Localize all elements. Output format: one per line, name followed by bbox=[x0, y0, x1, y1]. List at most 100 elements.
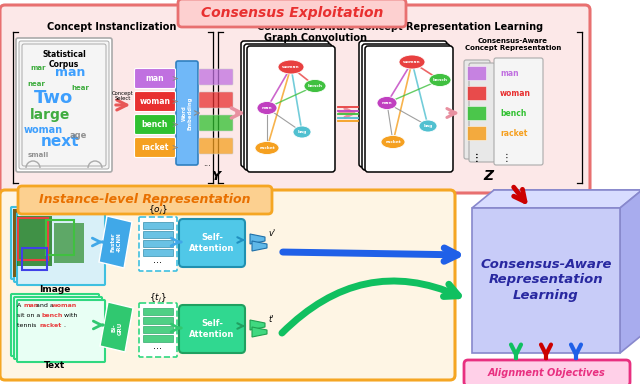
Text: t': t' bbox=[268, 314, 273, 323]
Ellipse shape bbox=[304, 79, 326, 93]
Text: bag: bag bbox=[298, 130, 307, 134]
Bar bbox=[143, 335, 173, 342]
FancyBboxPatch shape bbox=[22, 44, 106, 166]
FancyBboxPatch shape bbox=[467, 106, 486, 121]
FancyBboxPatch shape bbox=[139, 217, 177, 271]
Text: man: man bbox=[146, 74, 164, 83]
FancyBboxPatch shape bbox=[467, 86, 486, 101]
Text: ...: ... bbox=[203, 159, 211, 167]
Text: Concept Instanclization: Concept Instanclization bbox=[47, 22, 177, 32]
Text: racket: racket bbox=[385, 140, 401, 144]
Text: bench: bench bbox=[142, 120, 168, 129]
FancyBboxPatch shape bbox=[467, 126, 486, 141]
Text: small: small bbox=[28, 152, 49, 158]
Text: Consensus-Aware Concept Representation Learning: Consensus-Aware Concept Representation L… bbox=[257, 22, 543, 32]
Text: woman: woman bbox=[140, 97, 170, 106]
FancyBboxPatch shape bbox=[467, 66, 486, 81]
Ellipse shape bbox=[381, 136, 405, 149]
Bar bbox=[13, 209, 97, 277]
Text: Word
Embedding: Word Embedding bbox=[182, 96, 193, 130]
Ellipse shape bbox=[399, 55, 425, 69]
Text: ...: ... bbox=[154, 341, 163, 351]
Bar bbox=[46, 220, 74, 255]
Text: Two: Two bbox=[33, 89, 72, 107]
FancyBboxPatch shape bbox=[139, 303, 177, 357]
Text: Consensus Exploitation: Consensus Exploitation bbox=[201, 6, 383, 20]
FancyBboxPatch shape bbox=[17, 213, 105, 285]
Ellipse shape bbox=[278, 60, 304, 74]
Text: racket: racket bbox=[259, 146, 275, 150]
Ellipse shape bbox=[429, 73, 451, 86]
FancyBboxPatch shape bbox=[241, 41, 329, 167]
Bar bbox=[17, 216, 52, 266]
FancyBboxPatch shape bbox=[16, 38, 112, 172]
FancyBboxPatch shape bbox=[17, 300, 105, 362]
Ellipse shape bbox=[255, 141, 279, 154]
Text: age: age bbox=[69, 131, 86, 139]
Text: Y: Y bbox=[211, 169, 221, 182]
Text: Self-
Attention: Self- Attention bbox=[189, 233, 235, 253]
FancyBboxPatch shape bbox=[365, 46, 453, 172]
FancyBboxPatch shape bbox=[0, 5, 590, 193]
Polygon shape bbox=[99, 216, 132, 268]
Text: Bi-
GRU: Bi- GRU bbox=[111, 321, 122, 334]
Polygon shape bbox=[252, 241, 267, 251]
Text: $\{t_j\}$: $\{t_j\}$ bbox=[149, 291, 167, 305]
FancyBboxPatch shape bbox=[494, 58, 543, 165]
Text: v': v' bbox=[268, 228, 275, 237]
Text: ⋮: ⋮ bbox=[472, 153, 482, 163]
Text: Z: Z bbox=[483, 169, 493, 183]
FancyBboxPatch shape bbox=[134, 114, 175, 134]
Text: mar: mar bbox=[30, 65, 45, 71]
Text: ⋮: ⋮ bbox=[501, 153, 511, 163]
Text: man: man bbox=[262, 106, 272, 110]
Polygon shape bbox=[494, 190, 640, 335]
Bar bbox=[143, 326, 173, 333]
FancyBboxPatch shape bbox=[14, 297, 102, 359]
FancyBboxPatch shape bbox=[176, 61, 198, 165]
FancyBboxPatch shape bbox=[179, 219, 245, 267]
Text: man: man bbox=[55, 66, 85, 78]
Text: ...: ... bbox=[154, 255, 163, 265]
Text: Concept
Select: Concept Select bbox=[112, 91, 134, 101]
Text: Statistical
Corpus: Statistical Corpus bbox=[42, 50, 86, 70]
FancyBboxPatch shape bbox=[244, 44, 332, 170]
FancyBboxPatch shape bbox=[247, 46, 335, 172]
Bar bbox=[54, 223, 84, 263]
FancyBboxPatch shape bbox=[134, 91, 175, 111]
Text: with: with bbox=[62, 313, 77, 318]
Text: Graph Convolution: Graph Convolution bbox=[264, 33, 367, 43]
Polygon shape bbox=[250, 320, 265, 330]
Text: racket: racket bbox=[141, 143, 169, 152]
Ellipse shape bbox=[419, 120, 437, 132]
Text: Alignment Objectives: Alignment Objectives bbox=[488, 368, 606, 378]
FancyBboxPatch shape bbox=[464, 360, 630, 384]
Text: woman: woman bbox=[403, 60, 421, 64]
Text: Self-
Attention: Self- Attention bbox=[189, 319, 235, 339]
Text: sit on a: sit on a bbox=[17, 313, 42, 318]
Text: woman: woman bbox=[52, 303, 77, 308]
FancyBboxPatch shape bbox=[0, 190, 455, 380]
Text: Consensus-Aware
Concept Representation: Consensus-Aware Concept Representation bbox=[465, 38, 561, 51]
FancyBboxPatch shape bbox=[14, 210, 102, 282]
Text: bench: bench bbox=[307, 84, 323, 88]
Text: racket: racket bbox=[500, 129, 527, 138]
Bar bbox=[143, 231, 173, 238]
Text: near: near bbox=[27, 81, 45, 87]
Text: man: man bbox=[24, 303, 39, 308]
Bar bbox=[22, 248, 47, 270]
FancyBboxPatch shape bbox=[199, 92, 233, 108]
Text: tennis: tennis bbox=[17, 323, 38, 328]
Bar bbox=[143, 222, 173, 229]
FancyBboxPatch shape bbox=[11, 207, 99, 279]
FancyBboxPatch shape bbox=[464, 60, 490, 159]
FancyBboxPatch shape bbox=[179, 305, 245, 353]
FancyBboxPatch shape bbox=[362, 44, 450, 170]
Text: large: large bbox=[30, 108, 70, 122]
FancyBboxPatch shape bbox=[11, 294, 99, 356]
FancyBboxPatch shape bbox=[199, 69, 233, 85]
Text: woman: woman bbox=[500, 89, 531, 98]
FancyBboxPatch shape bbox=[359, 41, 447, 167]
Text: Text: Text bbox=[44, 361, 66, 369]
Polygon shape bbox=[250, 234, 265, 244]
